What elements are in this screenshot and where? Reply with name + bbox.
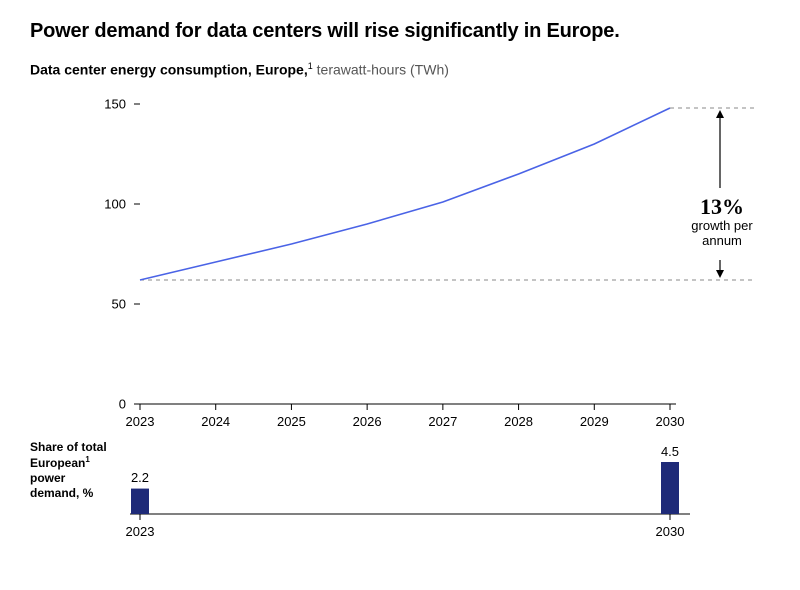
share-chart: Share of total European1 power demand, %… — [30, 434, 770, 544]
chart-subtitle: Data center energy consumption, Europe,1… — [30, 61, 770, 78]
share-label-l2: European — [30, 456, 85, 470]
growth-text-2: annum — [702, 233, 742, 248]
y-tick-label: 150 — [86, 96, 126, 111]
share-label-l4: demand, % — [30, 486, 93, 500]
x-tick-label: 2025 — [277, 414, 306, 429]
x-tick-label: 2028 — [504, 414, 533, 429]
share-bar-year: 2023 — [118, 524, 162, 539]
share-bar-value: 2.2 — [120, 470, 160, 485]
share-label: Share of total European1 power demand, % — [30, 440, 128, 501]
share-label-l1: Share of total — [30, 440, 107, 454]
x-tick-label: 2029 — [580, 414, 609, 429]
y-tick-label: 0 — [86, 396, 126, 411]
line-chart-svg — [30, 84, 770, 434]
share-bar-value: 4.5 — [650, 444, 690, 459]
share-label-sup: 1 — [85, 455, 89, 464]
growth-text-1: growth per — [691, 218, 752, 233]
y-tick-label: 50 — [86, 296, 126, 311]
subtitle-sup: 1 — [308, 61, 313, 71]
growth-annotation: 13% growth per annum — [685, 194, 759, 249]
line-chart: 0 50 100 150 2023 2024 2025 2026 2027 2028 2029 20… — [30, 84, 770, 434]
x-tick-label: 2023 — [126, 414, 155, 429]
growth-value: 13% — [685, 194, 759, 219]
share-label-l3: power — [30, 471, 65, 485]
y-tick-label: 100 — [86, 196, 126, 211]
subtitle-rest: terawatt-hours (TWh) — [317, 62, 449, 78]
share-bar-year: 2030 — [648, 524, 692, 539]
x-tick-label: 2026 — [353, 414, 382, 429]
x-tick-label: 2030 — [656, 414, 685, 429]
x-tick-label: 2027 — [428, 414, 457, 429]
x-tick-label: 2024 — [201, 414, 230, 429]
chart-title: Power demand for data centers will rise … — [30, 20, 770, 43]
subtitle-bold: Data center energy consumption, Europe, — [30, 62, 308, 78]
